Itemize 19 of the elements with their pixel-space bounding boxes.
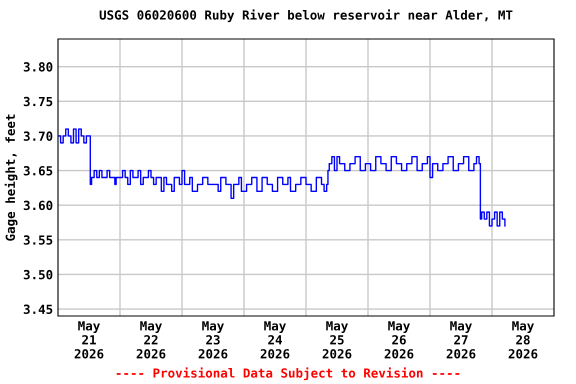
x-tick-label: May 23 2026 — [198, 321, 228, 359]
y-axis-title: Gage height, feet — [4, 114, 18, 241]
x-tick-label: May 22 2026 — [136, 321, 166, 359]
x-tick-label: May 21 2026 — [74, 321, 104, 359]
y-tick-label: 3.70 — [24, 131, 52, 141]
y-tick-label: 3.75 — [24, 96, 52, 106]
x-tick-label: May 24 2026 — [260, 321, 290, 359]
chart-title: USGS 06020600 Ruby River below reservoir near Alder, MT — [100, 9, 512, 22]
x-tick-label: May 25 2026 — [322, 321, 352, 359]
y-tick-label: 3.50 — [24, 270, 52, 280]
text: ---- Provisional Data Subject to Revision ---- — [116, 367, 460, 380]
y-tick-label: 3.45 — [24, 304, 52, 314]
y-tick-label: 3.65 — [24, 166, 52, 176]
y-tick-label: 3.55 — [24, 235, 52, 245]
y-tick-label: 3.80 — [24, 62, 52, 72]
x-tick-label: May 27 2026 — [446, 321, 476, 359]
y-tick-label: 3.60 — [24, 200, 52, 210]
x-tick-label: May 26 2026 — [384, 321, 414, 359]
x-tick-label: May 28 2026 — [508, 321, 538, 359]
